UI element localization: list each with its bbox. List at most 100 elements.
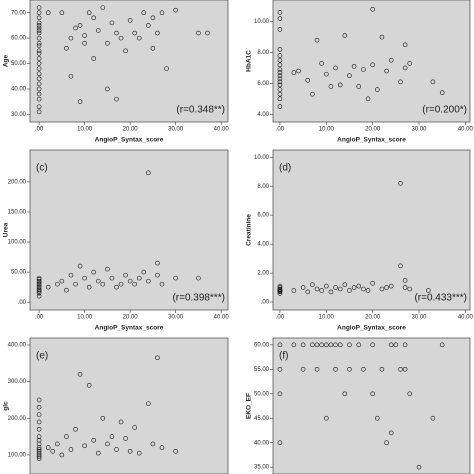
point: [439, 90, 445, 95]
point: [36, 86, 42, 92]
point: [310, 342, 315, 348]
point: [36, 61, 42, 66]
point: [155, 355, 160, 361]
point: [439, 342, 445, 348]
point: [416, 464, 422, 470]
x-tick-label: .00: [276, 127, 285, 133]
point: [146, 23, 151, 28]
point: [277, 285, 283, 290]
point: [64, 45, 69, 51]
x-tick-label: 40.00: [458, 127, 474, 133]
x-tick-label: 10.00: [319, 315, 335, 321]
point: [36, 434, 42, 439]
point: [146, 401, 151, 406]
point: [277, 79, 283, 85]
point: [361, 286, 366, 292]
point: [114, 96, 119, 102]
point: [277, 57, 283, 63]
point: [374, 87, 380, 92]
point: [384, 68, 389, 74]
x-tick-label: 20.00: [365, 127, 381, 133]
y-tick-label: .00: [18, 300, 27, 306]
point: [351, 64, 357, 69]
x-tick-label: 40.00: [214, 315, 230, 321]
point: [319, 61, 324, 66]
point: [118, 419, 124, 425]
y-tick-label: 45.00: [254, 416, 270, 422]
plot-area: [29, 0, 229, 123]
point: [310, 282, 315, 287]
y-tick-label: 40.00: [11, 87, 27, 93]
point: [36, 76, 42, 82]
point: [91, 437, 97, 443]
point: [36, 277, 42, 282]
point: [328, 342, 334, 348]
point: [356, 84, 362, 89]
point: [333, 285, 338, 290]
point: [402, 367, 408, 372]
point: [277, 342, 283, 348]
point: [77, 263, 83, 269]
point: [277, 283, 283, 289]
point: [333, 65, 338, 71]
point: [393, 342, 399, 348]
panel-label: (f): [279, 351, 288, 362]
point: [36, 448, 42, 454]
panel-label: (c): [36, 163, 48, 174]
point: [388, 430, 394, 436]
point: [100, 281, 106, 287]
x-tick-label: 30.00: [412, 127, 428, 133]
point: [36, 48, 42, 54]
point: [277, 96, 283, 102]
y-tick-label: 50.00: [254, 391, 270, 397]
point: [379, 34, 385, 40]
point: [68, 35, 74, 41]
point: [45, 284, 51, 290]
point: [127, 18, 133, 23]
y-tick-label: 60.00: [254, 342, 270, 348]
point: [277, 70, 283, 75]
y-tick-label: 100.00: [8, 240, 27, 246]
point: [36, 287, 42, 293]
point: [430, 415, 436, 421]
point: [365, 96, 371, 102]
point: [365, 288, 371, 293]
point: [36, 412, 42, 417]
point: [36, 454, 42, 460]
point: [314, 342, 320, 348]
point: [296, 68, 301, 74]
y-tick-label: 50.00: [11, 61, 27, 67]
point: [314, 37, 320, 43]
annotation: (r=0.200*): [422, 105, 467, 116]
point: [388, 283, 394, 289]
plot-area: [29, 337, 229, 474]
point: [36, 109, 42, 115]
point: [430, 79, 436, 85]
point: [146, 278, 151, 284]
point: [159, 10, 165, 16]
point: [277, 73, 283, 78]
point: [146, 170, 151, 176]
x-tick-label: 30.00: [168, 315, 184, 321]
y-tick-label: 200.00: [8, 179, 27, 185]
point: [300, 285, 306, 290]
point: [132, 425, 137, 430]
point: [398, 263, 403, 269]
y-tick-label: 8.00: [257, 50, 269, 56]
point: [196, 30, 201, 36]
point: [164, 66, 169, 71]
point: [196, 275, 201, 281]
point: [398, 367, 403, 372]
point: [136, 275, 142, 281]
point: [123, 48, 128, 54]
point: [277, 62, 283, 68]
y-axis-label: Age: [3, 54, 10, 67]
point: [114, 30, 119, 36]
point: [36, 40, 42, 46]
y-tick-label: 200.00: [8, 416, 27, 422]
point: [36, 51, 42, 56]
point: [370, 6, 375, 12]
point: [114, 447, 119, 452]
point: [36, 96, 42, 102]
point: [59, 10, 65, 16]
